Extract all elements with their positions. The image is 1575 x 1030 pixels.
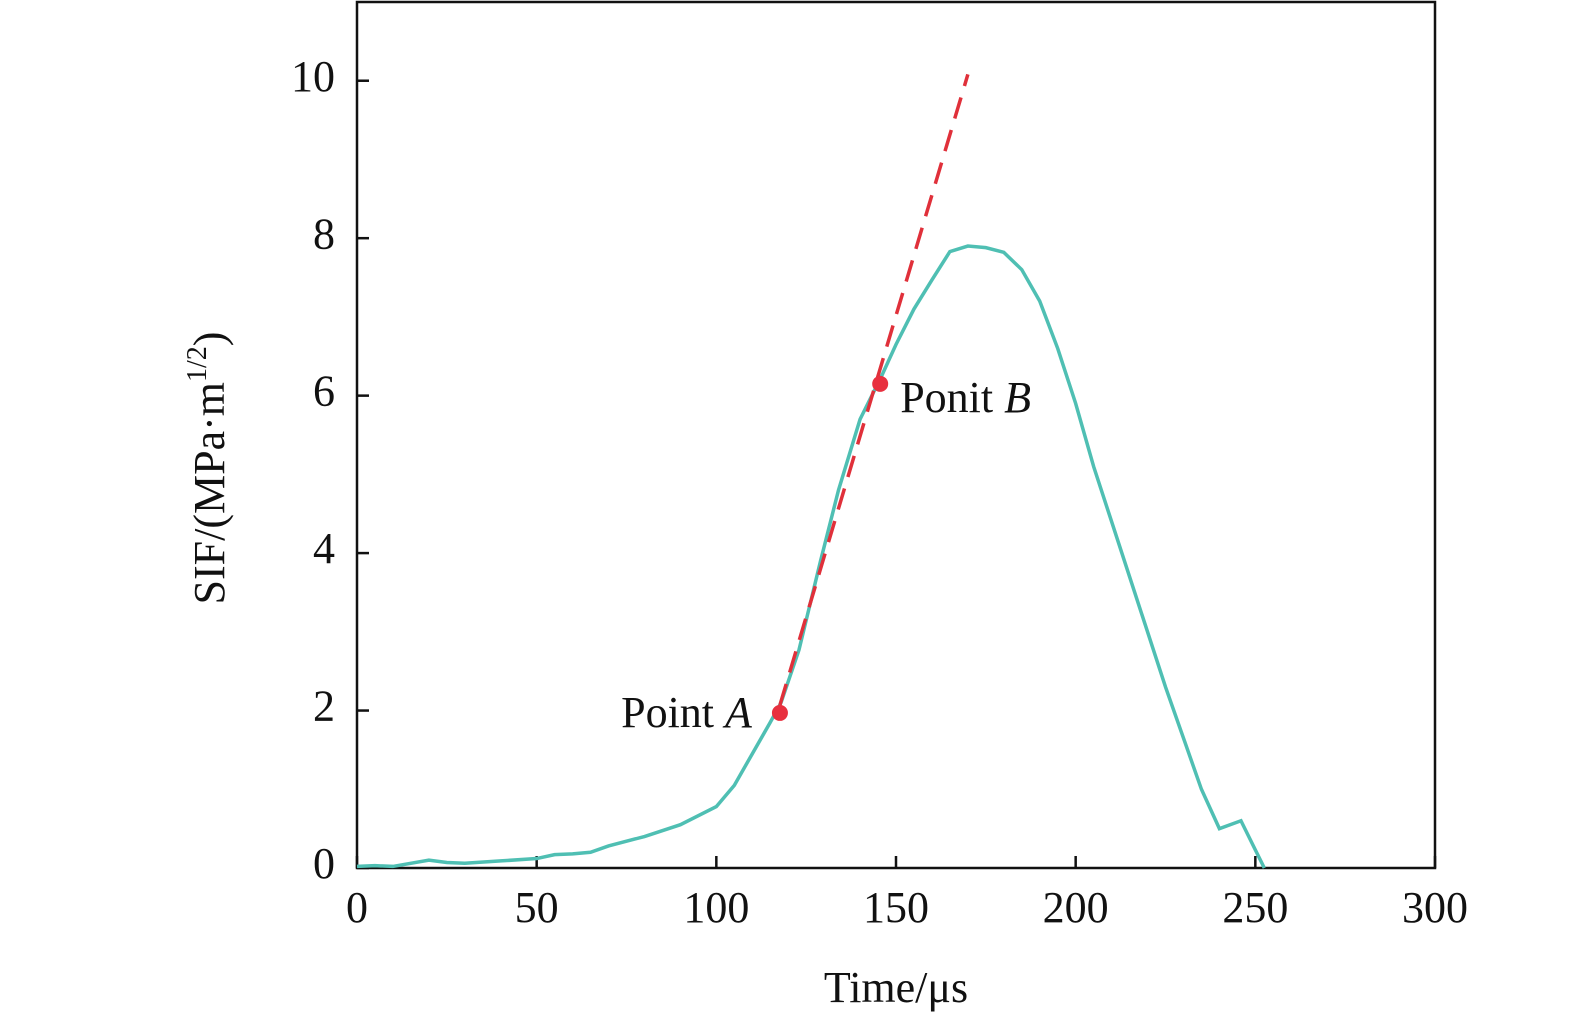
x-axis-label: Time/μs [824,963,968,1012]
x-tick-label: 300 [1402,883,1468,932]
point-label-text: Point [621,688,714,737]
point-marker [872,375,889,392]
y-label-main: SIF/(MPa·m [185,382,234,604]
plot-frame [355,0,1437,870]
point-label-letter: B [1004,373,1031,422]
y-tick-label: 6 [313,367,335,416]
y-tick-label: 4 [313,524,335,573]
fit-line [778,73,970,706]
y-axis-label: SIF/(MPa·m1/2) [182,332,234,605]
point-label-letter: A [722,688,753,737]
point-label: Point A [621,688,753,737]
y-tick-label: 10 [291,52,335,101]
y-tick-label: 8 [313,209,335,258]
x-tick-label: 0 [346,883,368,932]
x-tick-label: 150 [863,883,929,932]
x-tick-label: 100 [683,883,749,932]
y-tick-label: 0 [313,839,335,888]
y-tick-label: 2 [313,682,335,731]
x-tick-label: 200 [1043,883,1109,932]
point-label-text: Ponit [900,373,993,422]
x-tick-label: 250 [1222,883,1288,932]
y-label-sup: 1/2 [182,346,213,382]
point-label: Ponit B [900,373,1031,422]
line-series [356,244,1266,869]
x-tick-label: 50 [515,883,559,932]
y-label-end: ) [185,332,234,347]
point-marker [771,704,788,721]
